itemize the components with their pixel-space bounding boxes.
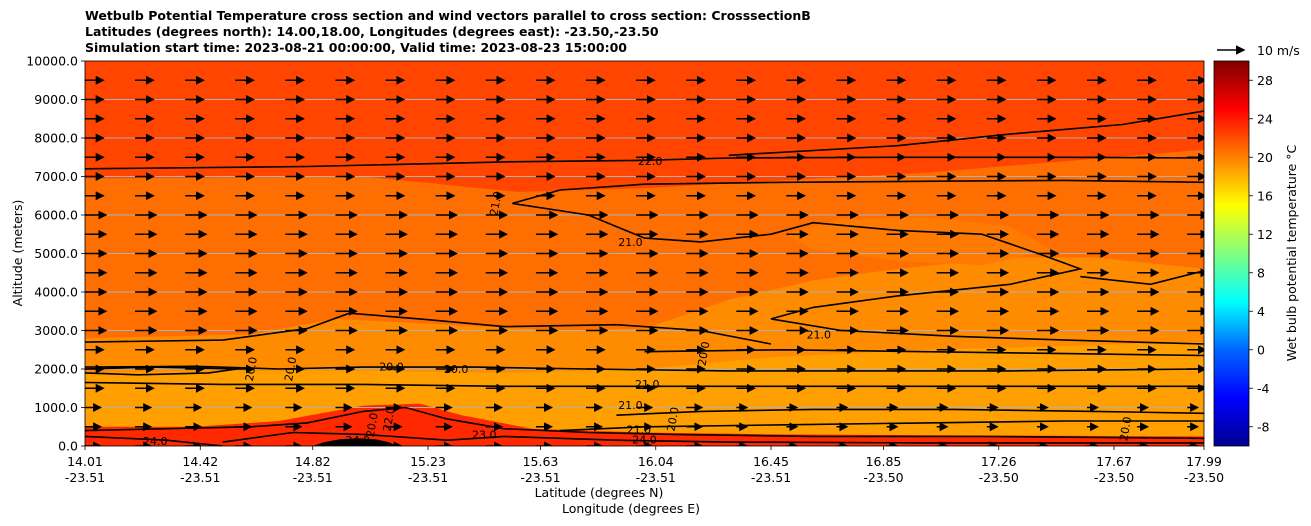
colorbar: -8 -4 0 4 8 12 16 20 24 28 Wet bulb potential tem…: [1213, 60, 1299, 447]
chart-title-line-3: Simulation start time: 2023-08-21 00:00:…: [85, 40, 627, 55]
contour-label: 20.0: [1117, 416, 1134, 442]
y-tick-label: 5000.0: [34, 246, 78, 261]
wind-key-label: 10 m/s: [1257, 43, 1300, 58]
colorbar-tick-label: 16: [1257, 188, 1273, 203]
x-tick-label-lon: -23.50: [1184, 470, 1224, 485]
y-tick-label: 9000.0: [34, 92, 78, 107]
colorbar-frame: [1213, 60, 1250, 447]
contour-label: 22.0: [638, 155, 663, 168]
colorbar-tick-label: 12: [1257, 227, 1273, 242]
contour-line: [1080, 270, 1204, 286]
contour-line: [512, 202, 1204, 345]
contour-label: 22.0: [381, 406, 398, 432]
x-axis-label-longitude: Longitude (degrees E): [562, 501, 700, 516]
x-axis-label-latitude: Latitude (degrees N): [535, 485, 664, 500]
colorbar-tick-label: -4: [1257, 381, 1270, 396]
colorbar-tick-label: 0: [1257, 342, 1265, 357]
colorbar-tick-label: 4: [1257, 304, 1265, 319]
plot-area: 22.0 21.0 21.0 20.0 20.0 21.0 21.0 21.0 23.0 24.0…: [84, 60, 1205, 453]
x-tick-label-lon: -23.51: [65, 470, 105, 485]
wind-vectors: [85, 75, 1204, 446]
x-tick-label-lon: -23.51: [636, 470, 676, 485]
x-tick-label-lon: -23.50: [863, 470, 903, 485]
x-tick-label-lat: 14.42: [182, 454, 218, 469]
contour-line: [85, 435, 223, 446]
x-tick-label-lon: -23.51: [180, 470, 220, 485]
contour-label: 23.0: [472, 428, 497, 441]
contour-label: 20.0: [665, 406, 682, 432]
wind-key: 10 m/s: [1217, 43, 1300, 58]
y-tick-label: 8000.0: [34, 131, 78, 146]
x-tick-label-lat: 17.67: [1096, 454, 1132, 469]
y-tick-label: 10000.0: [26, 54, 78, 69]
contour-label: 20.0: [444, 363, 469, 376]
x-tick-label-lat: 17.26: [981, 454, 1017, 469]
contour-label: 21.0: [487, 190, 504, 216]
x-tick-label-lat: 16.45: [753, 454, 789, 469]
fill-surface: [85, 403, 1204, 446]
contour-label: 20.0: [364, 412, 381, 438]
contour-label: 24.0: [348, 440, 373, 453]
contour-line: [616, 408, 1204, 416]
y-tick-label: 7000.0: [34, 169, 78, 184]
x-tick-label-lon: -23.51: [520, 470, 560, 485]
x-tick-label-lat: 16.04: [638, 454, 674, 469]
x-tick-label-lon: -23.51: [408, 470, 448, 485]
contour-line: [222, 431, 1204, 444]
colorbar-tick-label: 8: [1257, 265, 1265, 280]
x-tick-label-lat: 15.23: [410, 454, 446, 469]
x-axis: 14.01-23.5114.42-23.5114.82-23.5115.23-2…: [65, 446, 1224, 485]
contour-label: 21.0: [627, 423, 652, 436]
contour-label: 20.0: [282, 356, 299, 382]
colorbar-label: Wet bulb potential temperature °C: [1284, 144, 1299, 361]
colorbar-tick-label: 20: [1257, 150, 1273, 165]
y-axis-label: Altitude (meters): [10, 200, 25, 307]
y-tick-label: 3000.0: [34, 323, 78, 338]
colorbar-tick-label: -8: [1257, 419, 1270, 434]
contour-label: 21.0: [618, 399, 643, 412]
colorbar-gradient: [1214, 61, 1249, 446]
x-tick-label-lat: 14.82: [295, 454, 331, 469]
y-tick-label: 1000.0: [34, 400, 78, 415]
x-tick-label-lon: -23.50: [979, 470, 1019, 485]
y-tick-label: 6000.0: [34, 208, 78, 223]
chart-title-line-1: Wetbulb Potential Temperature cross sect…: [85, 8, 811, 23]
contour-label: 21.0: [635, 378, 660, 391]
contour-line: [85, 365, 1204, 372]
x-tick-label-lon: -23.51: [293, 470, 333, 485]
contour-line: [85, 312, 772, 345]
contour-label: 20.0: [696, 340, 713, 366]
contour-label: 21.0: [807, 328, 832, 341]
contour-line: [560, 420, 1204, 432]
contour-label: 20.0: [243, 356, 260, 382]
y-tick-label: 2000.0: [34, 362, 78, 377]
contour-label: 21.0: [618, 236, 643, 249]
contour-labels: 22.0 21.0 21.0 20.0 20.0 21.0 21.0 21.0 23.0 24.0…: [143, 155, 1134, 453]
contour-label: 20.0: [379, 360, 404, 373]
colorbar-tick-label: 28: [1257, 73, 1273, 88]
contour-line: [85, 366, 237, 376]
y-tick-label: 4000.0: [34, 285, 78, 300]
contour-label: 24.0: [143, 435, 168, 448]
x-tick-label-lat: 17.99: [1186, 454, 1222, 469]
x-tick-label-lat: 15.63: [523, 454, 559, 469]
contour-label: 24.0: [345, 434, 370, 447]
y-tick-label: 0.0: [58, 439, 78, 454]
contour-line: [512, 179, 1204, 205]
contour-line: [85, 381, 1204, 388]
x-tick-label-lon: -23.51: [751, 470, 791, 485]
y-axis: 0.0 1000.0 2000.0 3000.0 4000.0 5000.0 6000.0 7…: [26, 54, 85, 454]
colorbar-tick-label: 24: [1257, 111, 1273, 126]
x-tick-label-lon: -23.50: [1094, 470, 1134, 485]
x-tick-label-lat: 16.85: [866, 454, 902, 469]
terrain-blob: [312, 438, 398, 446]
colorbar-ticks: -8 -4 0 4 8 12 16 20 24 28: [1249, 73, 1273, 434]
x-tick-label-lat: 14.01: [67, 454, 103, 469]
contour-label: 24.0: [632, 433, 657, 446]
chart-title-line-2: Latitudes (degrees north): 14.00,18.00, …: [85, 24, 659, 39]
